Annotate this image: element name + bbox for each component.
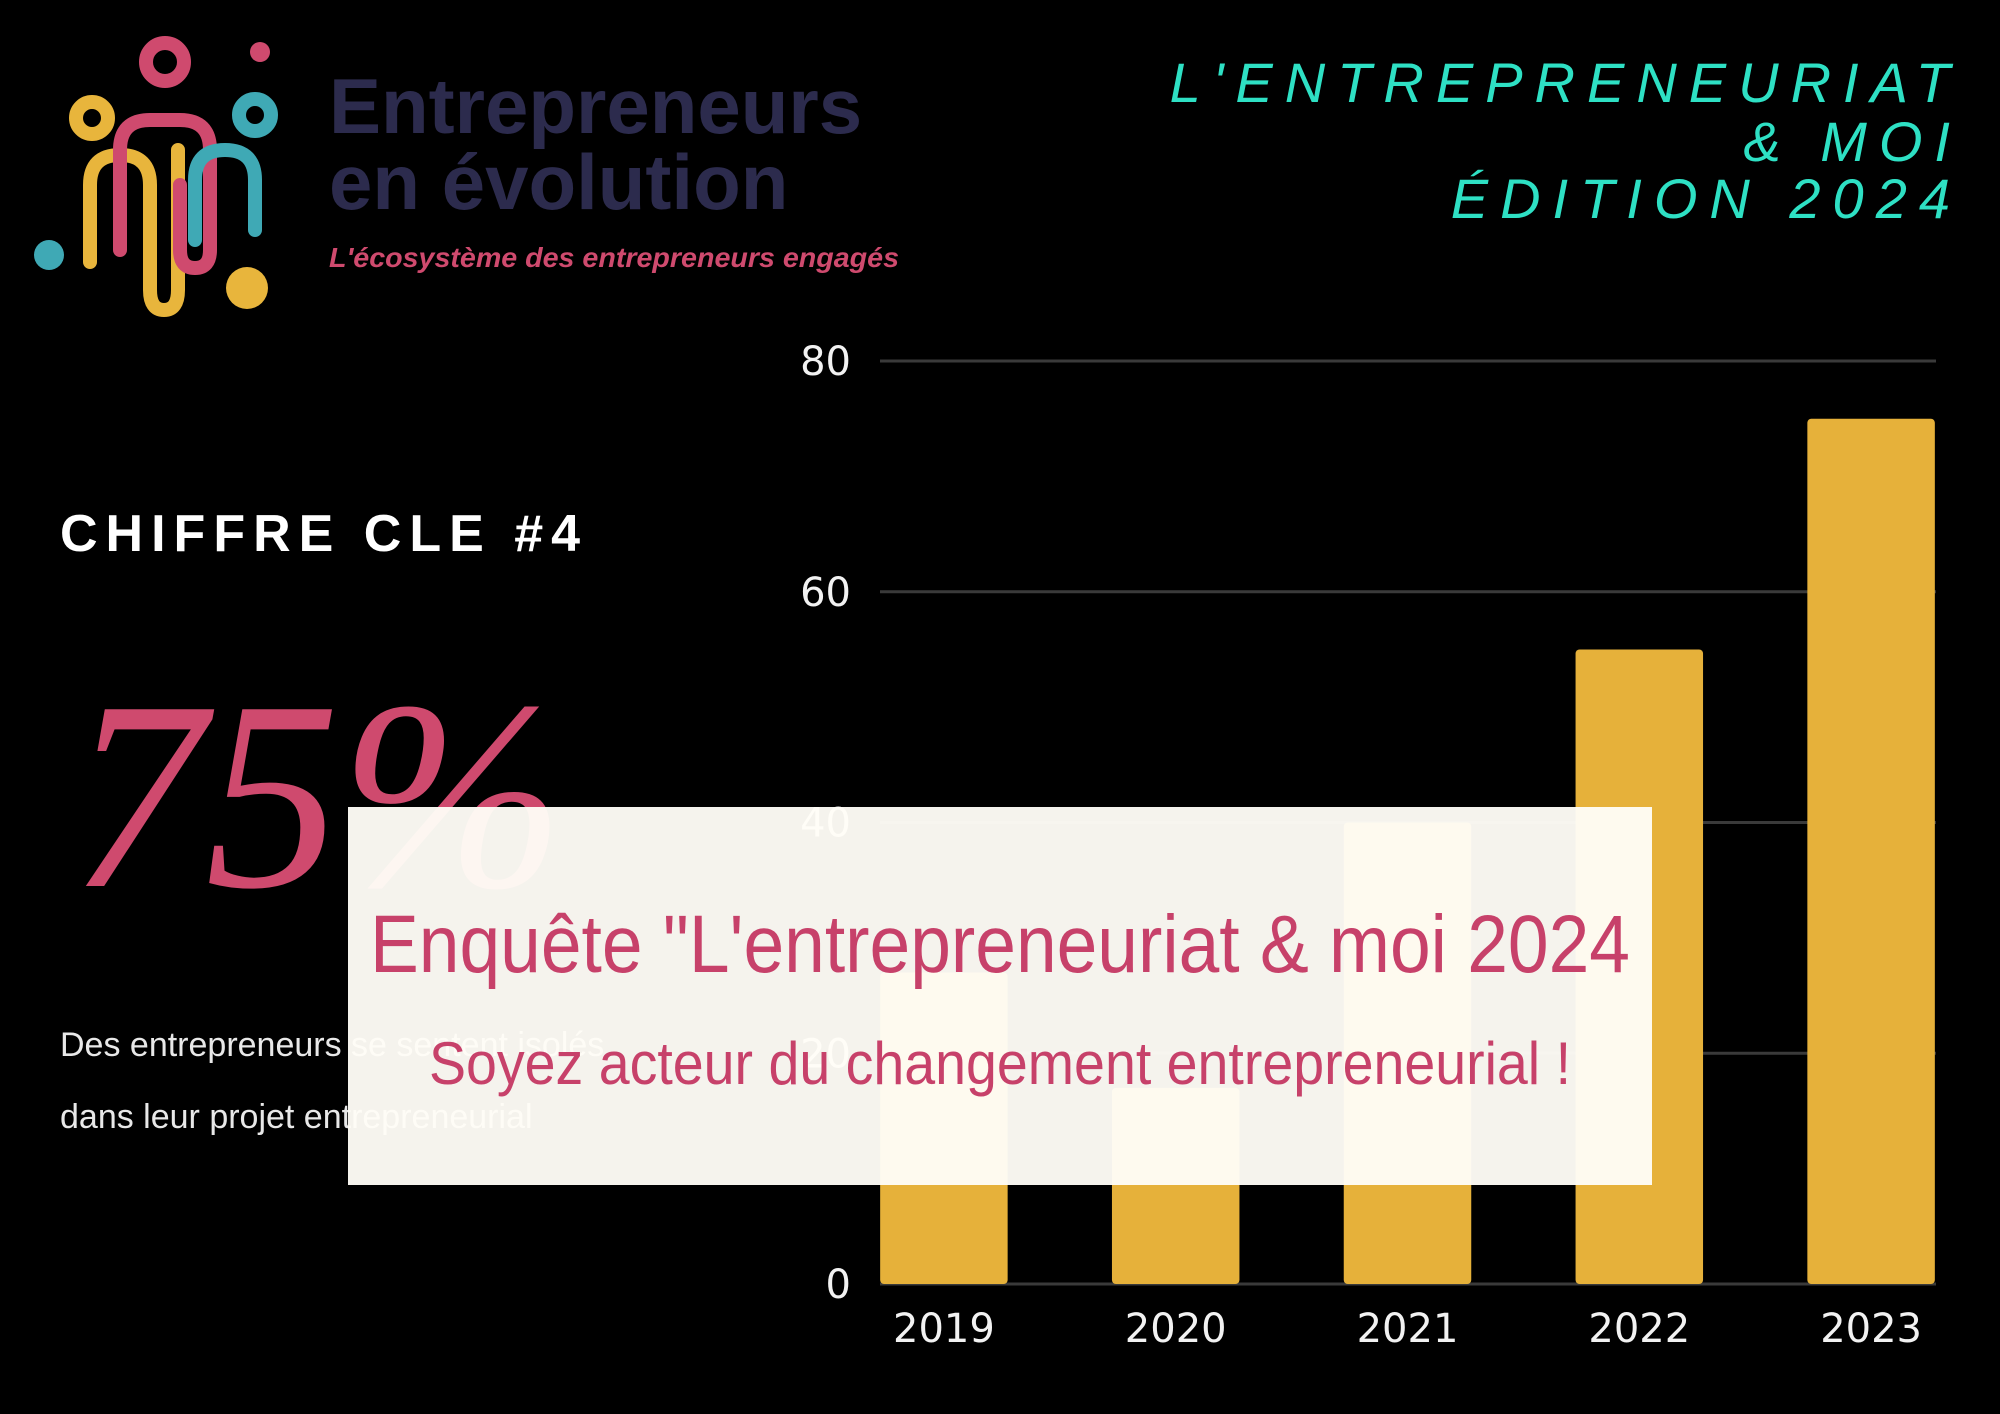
x-tick-label: 2023 bbox=[1820, 1306, 1922, 1352]
key-label: CHIFFRE CLE #4 bbox=[60, 505, 588, 563]
edition-title: L'ENTREPRENEURIAT & MOI ÉDITION 2024 bbox=[1170, 51, 1962, 230]
x-tick-label: 2021 bbox=[1357, 1306, 1459, 1352]
overlay-banner: Enquête "L'entrepreneuriat & moi 2024 So… bbox=[348, 807, 1652, 1185]
edition-line: L'ENTREPRENEURIAT bbox=[1170, 51, 1962, 114]
x-tick-label: 2022 bbox=[1588, 1306, 1690, 1352]
y-tick-label: 0 bbox=[826, 1262, 851, 1308]
brand-tagline: L'écosystème des entrepreneurs engagés bbox=[329, 242, 899, 273]
brand-line: Entrepreneurs bbox=[329, 62, 862, 150]
edition-line: & MOI bbox=[1743, 110, 1962, 173]
overlay-title[interactable]: Enquête "L'entrepreneuriat & moi 2024 bbox=[370, 899, 1630, 990]
y-tick-label: 60 bbox=[800, 570, 851, 616]
brand-line: en évolution bbox=[329, 138, 788, 226]
overlay-box bbox=[348, 807, 1652, 1185]
y-tick-label: 80 bbox=[800, 339, 851, 385]
bar bbox=[1807, 418, 1935, 1284]
logo-icon bbox=[34, 36, 278, 318]
overlay-subtitle[interactable]: Soyez acteur du changement entrepreneuri… bbox=[429, 1030, 1571, 1097]
x-tick-label: 2020 bbox=[1125, 1306, 1227, 1352]
x-tick-label: 2019 bbox=[893, 1306, 995, 1352]
edition-line: ÉDITION 2024 bbox=[1451, 167, 1962, 230]
